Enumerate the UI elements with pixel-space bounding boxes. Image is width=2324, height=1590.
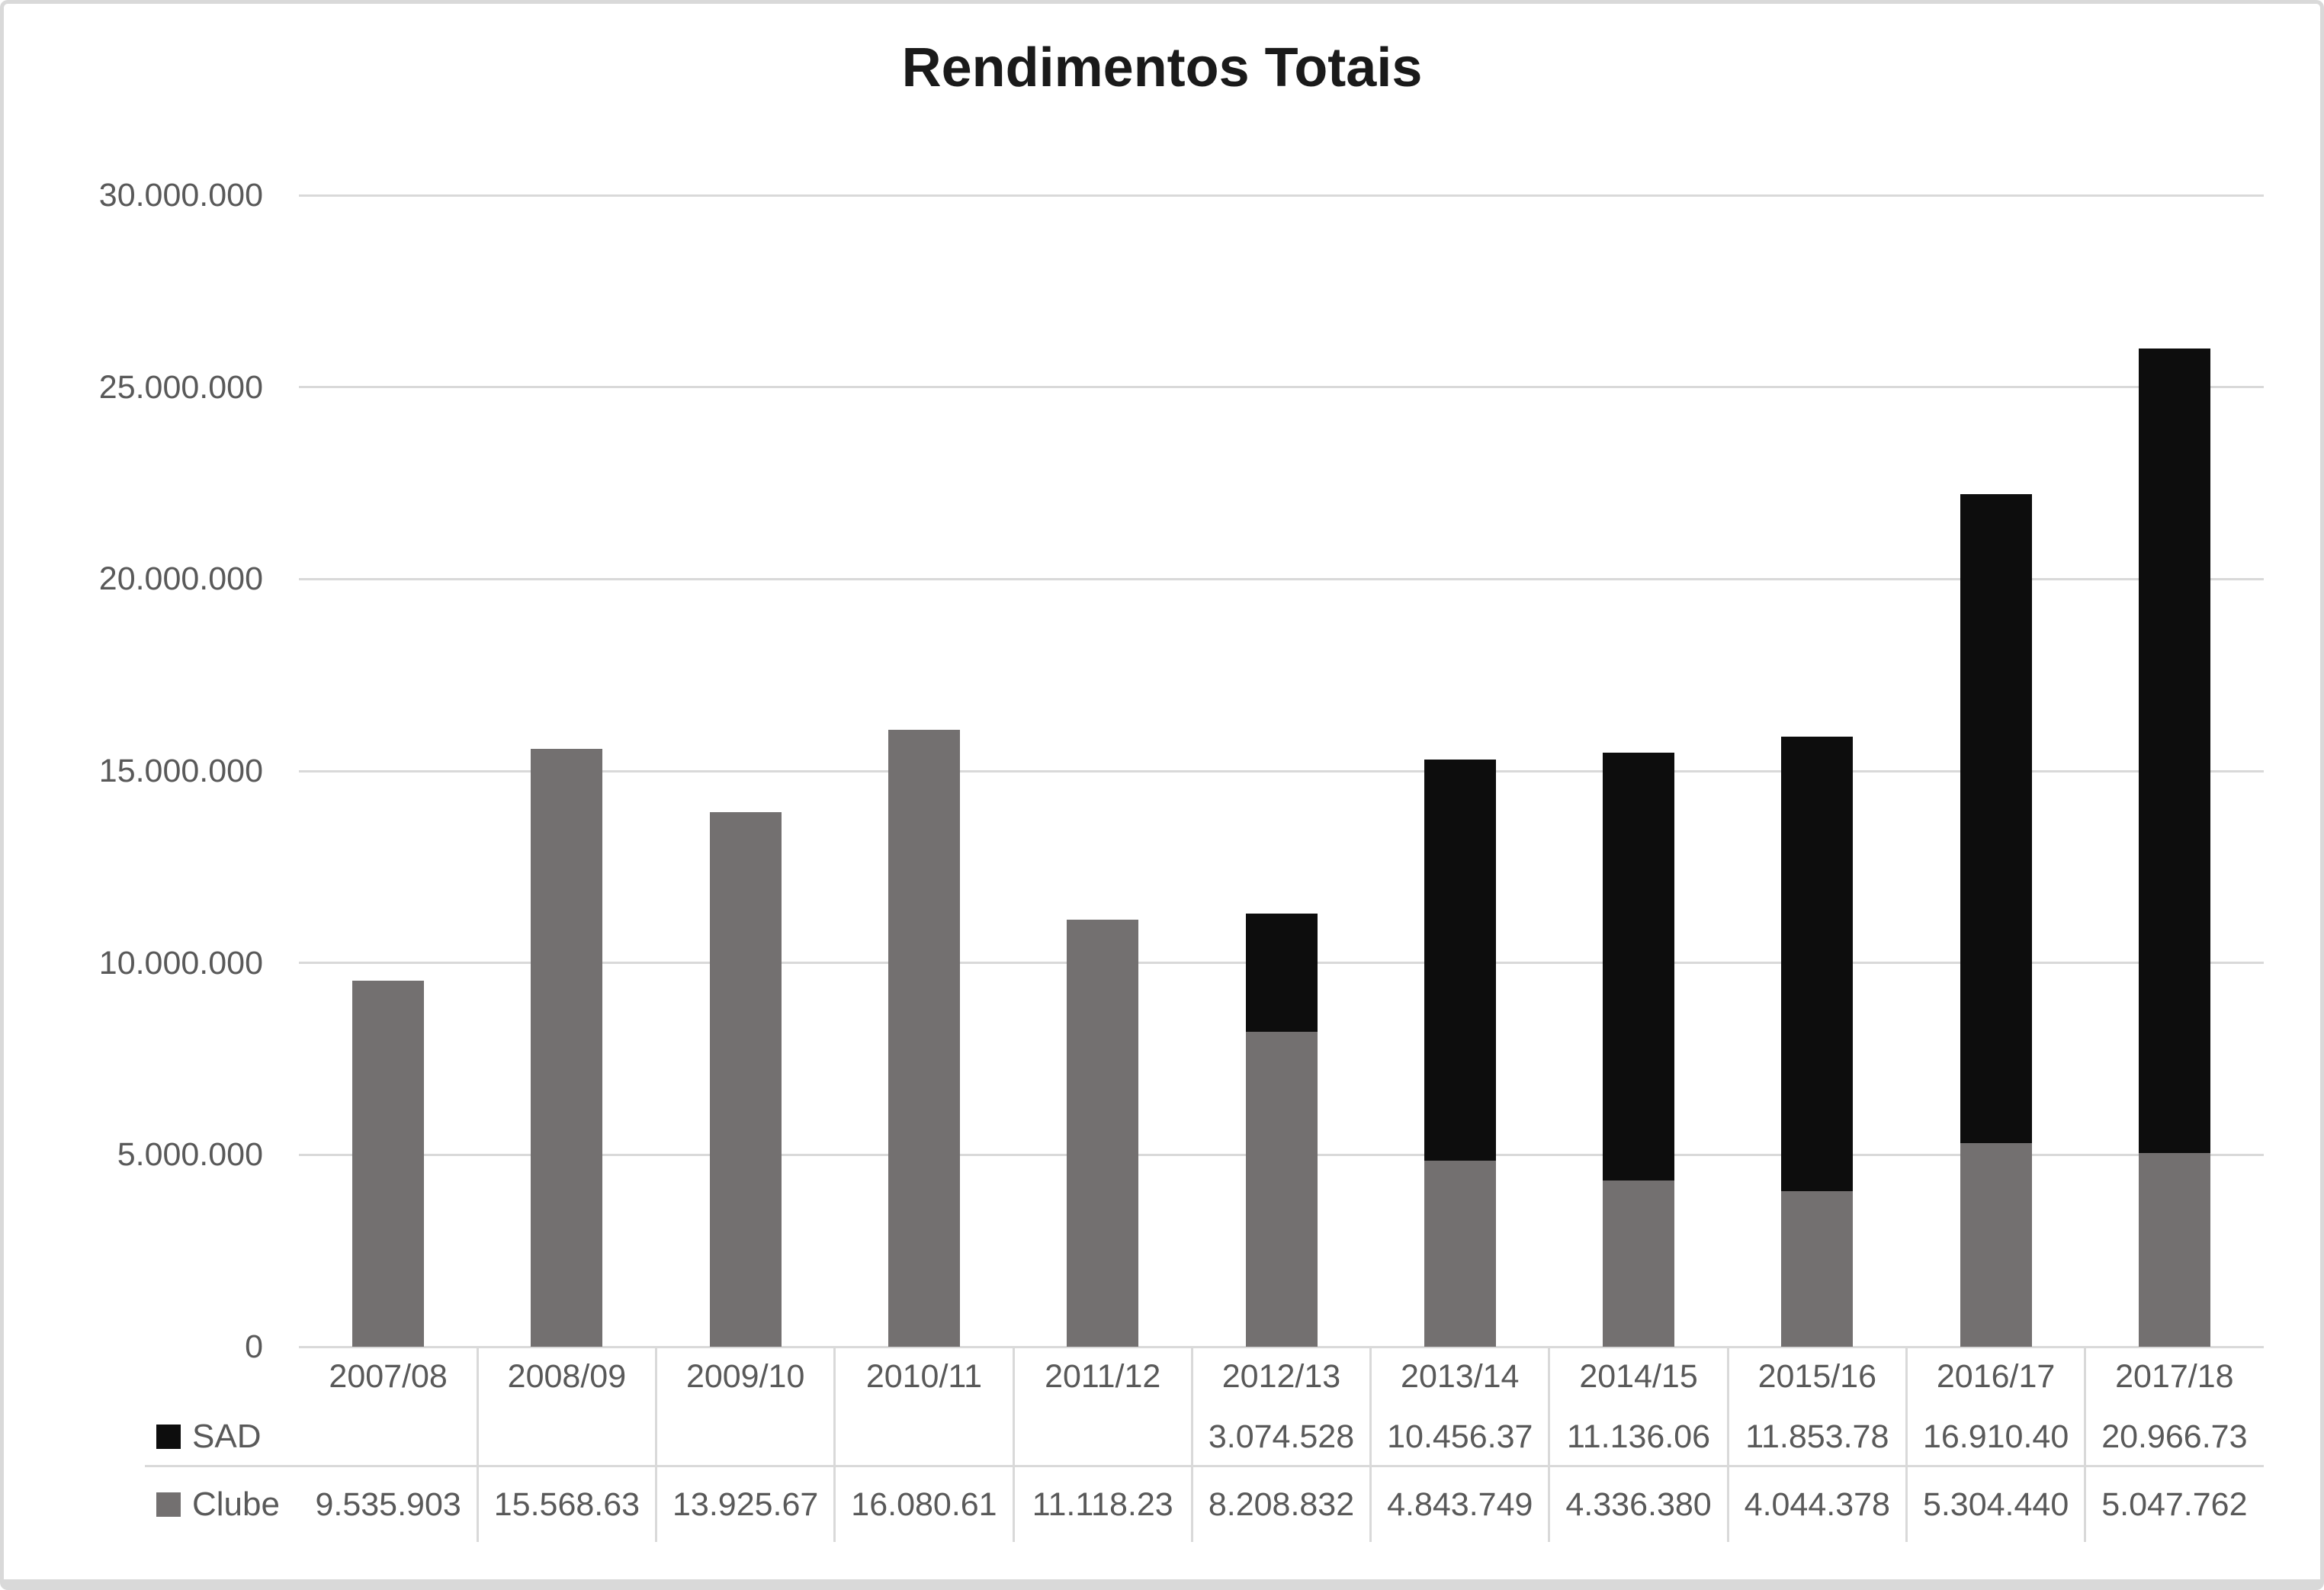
table-cell-clube: 9.535.903 — [315, 1486, 461, 1523]
table-cell-sad — [656, 1414, 835, 1460]
bar-segment-clube — [1424, 1161, 1496, 1347]
table-cell-clube: 4.843.749 — [1387, 1486, 1533, 1523]
table-cell-sad: 10.456.37 — [1387, 1418, 1533, 1455]
gridline — [299, 194, 2264, 197]
table-column-separator — [655, 1347, 658, 1542]
category-label: 2008/09 — [507, 1358, 627, 1395]
bar-segment-clube — [1781, 1191, 1854, 1347]
y-axis-tick-label: 30.000.000 — [98, 177, 263, 214]
table-cell-clube: 5.047.762 — [2101, 1486, 2248, 1523]
bar-segment-clube — [888, 729, 960, 1347]
table-cell-clube: 4.044.378 — [1744, 1486, 1890, 1523]
table-cell-sad — [835, 1414, 1013, 1460]
legend-label-clube: Clube — [192, 1486, 280, 1523]
category-label: 2007/08 — [329, 1358, 448, 1395]
bar-segment-sad — [2138, 348, 2210, 1153]
gridline — [299, 386, 2264, 389]
table-cell-sad — [1013, 1414, 1192, 1460]
category-label: 2014/15 — [1579, 1358, 1698, 1395]
category-label: 2016/17 — [1936, 1358, 2056, 1395]
table-column-separator — [1548, 1347, 1551, 1542]
table-cell-sad: 20.966.73 — [2101, 1418, 2248, 1455]
bar-segment-sad — [1245, 914, 1318, 1032]
bar-segment-sad — [1960, 493, 2032, 1143]
legend-label-sad: SAD — [192, 1418, 262, 1455]
bar-segment-sad — [1424, 759, 1496, 1161]
bar-segment-sad — [1781, 736, 1854, 1192]
table-cell-clube: 16.080.61 — [851, 1486, 997, 1523]
y-axis-tick-label: 20.000.000 — [98, 561, 263, 598]
bar-segment-clube — [709, 812, 782, 1347]
category-label: 2013/14 — [1401, 1358, 1520, 1395]
table-column-separator — [476, 1347, 479, 1542]
bar-segment-clube — [531, 749, 603, 1347]
table-cell-clube: 15.568.63 — [493, 1486, 640, 1523]
category-label: 2010/11 — [865, 1358, 983, 1395]
table-column-separator — [1012, 1347, 1015, 1542]
table-cell-sad: 16.910.40 — [1922, 1418, 2069, 1455]
table-cell-clube: 4.336.380 — [1565, 1486, 1712, 1523]
bar-segment-clube — [1067, 920, 1139, 1347]
gridline — [299, 577, 2264, 580]
y-axis-tick-label: 15.000.000 — [98, 753, 263, 789]
table-column-separator — [833, 1347, 836, 1542]
table-row-separator — [145, 1465, 2264, 1467]
y-axis-tick-label: 5.000.000 — [117, 1136, 263, 1174]
legend-swatch-clube — [156, 1492, 181, 1517]
y-axis-tick-label: 0 — [245, 1328, 263, 1365]
chart-title: Rendimentos Totais — [901, 37, 1423, 98]
table-cell-sad: 11.853.78 — [1745, 1418, 1889, 1455]
table-column-separator — [2084, 1347, 2087, 1542]
table-cell-clube: 13.925.67 — [672, 1486, 819, 1523]
table-column-separator — [1369, 1347, 1372, 1542]
table-cell-clube: 11.118.23 — [1032, 1486, 1173, 1523]
table-cell-sad: 11.136.06 — [1566, 1418, 1711, 1455]
bar-segment-sad — [1603, 753, 1675, 1180]
y-axis-tick-label: 10.000.000 — [98, 944, 263, 981]
category-label: 2011/12 — [1045, 1358, 1161, 1395]
gridline — [299, 769, 2264, 773]
table-cell-sad — [477, 1414, 656, 1460]
bar-segment-clube — [2138, 1152, 2210, 1347]
category-label: 2009/10 — [685, 1358, 805, 1395]
table-cell-sad: 3.074.528 — [1208, 1418, 1355, 1455]
bar-segment-clube — [1603, 1180, 1675, 1347]
table-cell-clube: 5.304.440 — [1922, 1486, 2069, 1523]
table-column-separator — [1726, 1347, 1729, 1542]
bar-segment-clube — [352, 981, 425, 1347]
bar-segment-clube — [1960, 1143, 2032, 1347]
category-label: 2017/18 — [2115, 1358, 2234, 1395]
category-label: 2012/13 — [1221, 1358, 1341, 1395]
legend-swatch-sad — [156, 1425, 181, 1449]
y-axis-tick-label: 25.000.000 — [98, 368, 263, 406]
bar-segment-clube — [1245, 1031, 1318, 1347]
gridline — [299, 1345, 2264, 1348]
table-column-separator — [1190, 1347, 1193, 1542]
table-cell-sad — [299, 1414, 477, 1460]
table-column-separator — [1905, 1347, 1908, 1542]
category-label: 2015/16 — [1757, 1358, 1877, 1395]
table-cell-clube: 8.208.832 — [1208, 1486, 1355, 1523]
